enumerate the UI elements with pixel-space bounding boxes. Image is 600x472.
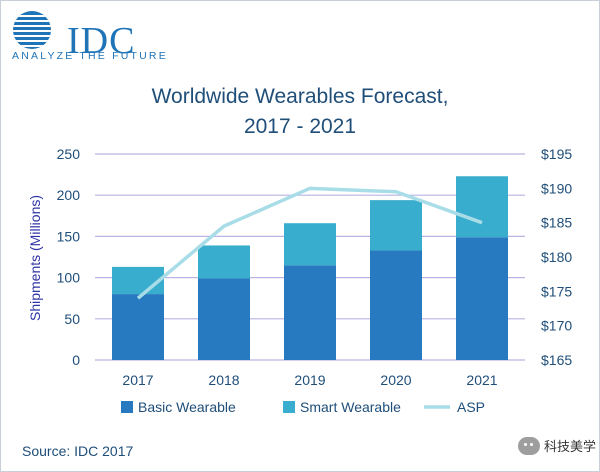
bar-smart-wearable (284, 223, 336, 266)
x-tick-label: 2017 (122, 372, 153, 388)
y-tick-label: 200 (57, 187, 81, 203)
logo-tagline: ANALYZE THE FUTURE (12, 50, 168, 62)
x-tick-label: 2019 (294, 372, 325, 388)
logo-text: IDC (67, 20, 136, 62)
globe-icon (13, 11, 51, 49)
y-axis-ticks: 0 50 100 150 200 250 (57, 146, 81, 368)
x-tick-label: 2021 (466, 372, 497, 388)
y-tick-label: 100 (57, 270, 81, 286)
bar-smart-wearable (112, 266, 164, 295)
legend-label: Basic Wearable (138, 399, 236, 415)
idc-logo: IDC ANALYZE THE FUTURE (12, 10, 212, 62)
bar-basic-wearable (456, 237, 508, 360)
wechat-icon (518, 436, 540, 455)
y2-tick-label: $190 (541, 180, 572, 196)
y-tick-label: 250 (57, 146, 81, 162)
y2-tick-label: $165 (541, 352, 572, 368)
bar-basic-wearable (370, 250, 422, 360)
legend-swatch (283, 401, 295, 413)
legend-label: Smart Wearable (300, 399, 401, 415)
y2-tick-label: $185 (541, 215, 572, 231)
legend-label: ASP (457, 399, 485, 415)
legend-swatch (121, 401, 133, 413)
x-tick-label: 2018 (208, 372, 239, 388)
bar-smart-wearable (198, 245, 250, 279)
chart-title-line-2: 2017 - 2021 (244, 115, 356, 138)
chart-title-line-1: Worldwide Wearables Forecast, (152, 85, 449, 108)
watermark-text: 科技美学 (544, 439, 597, 454)
y-tick-label: 50 (64, 311, 80, 327)
bar-basic-wearable (284, 265, 336, 360)
source-note: Source: IDC 2017 (22, 443, 134, 459)
asp-line-group (136, 186, 483, 300)
bars (112, 176, 508, 360)
legend-item: Basic Wearable (121, 399, 236, 415)
y2-tick-label: $170 (541, 318, 572, 334)
legend-item: ASP (424, 399, 485, 415)
bar-smart-wearable (370, 200, 422, 251)
legend: Basic Wearable Smart Wearable ASP (121, 399, 485, 415)
y-tick-label: 0 (72, 352, 80, 368)
watermark: 科技美学 (518, 436, 596, 455)
y2-tick-label: $175 (541, 283, 572, 299)
y2-tick-label: $195 (541, 146, 572, 162)
legend-item: Smart Wearable (283, 399, 401, 415)
bar-basic-wearable (198, 278, 250, 360)
bar-basic-wearable (112, 294, 164, 360)
y2-tick-label: $180 (541, 249, 572, 265)
y-axis-label: Shipments (Millions) (27, 195, 43, 321)
x-axis-ticks: 2017 2018 2019 2020 2021 (122, 372, 497, 388)
y2-axis-ticks: $165 $170 $175 $180 $185 $190 $195 (541, 146, 572, 368)
y-tick-label: 150 (57, 228, 81, 244)
x-tick-label: 2020 (380, 372, 411, 388)
bar-smart-wearable (456, 176, 508, 238)
